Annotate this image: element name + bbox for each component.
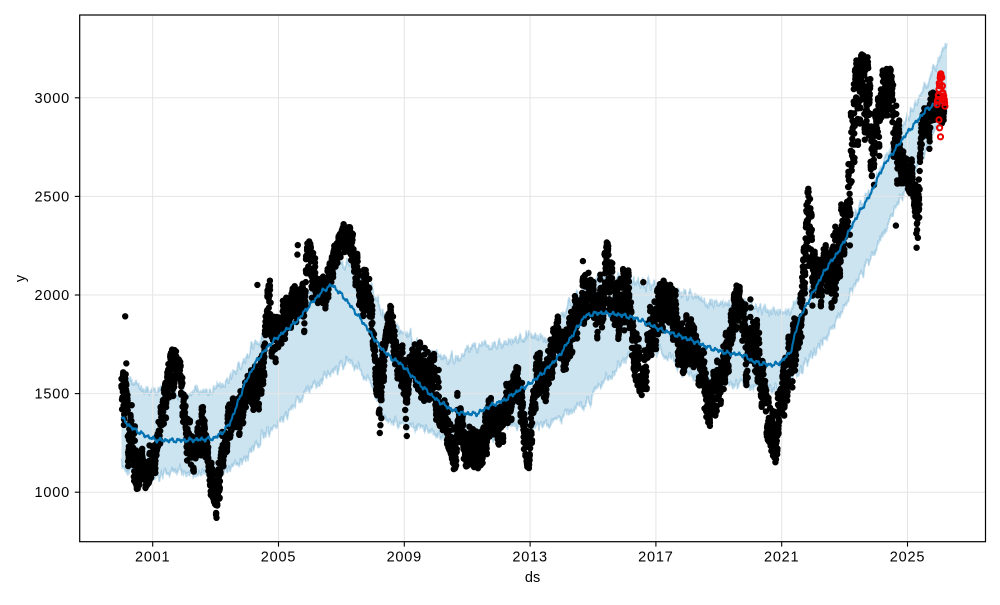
svg-text:1000: 1000 — [35, 485, 70, 501]
svg-text:2013: 2013 — [512, 550, 547, 566]
svg-text:2000: 2000 — [35, 288, 70, 304]
svg-text:2021: 2021 — [764, 550, 799, 566]
svg-text:2500: 2500 — [35, 189, 70, 205]
svg-text:1500: 1500 — [35, 387, 70, 403]
svg-text:3000: 3000 — [35, 91, 70, 107]
svg-text:2025: 2025 — [890, 550, 925, 566]
svg-text:y: y — [13, 274, 29, 282]
svg-text:2001: 2001 — [135, 550, 170, 566]
svg-text:2017: 2017 — [638, 550, 673, 566]
svg-text:2005: 2005 — [261, 550, 296, 566]
svg-text:2009: 2009 — [387, 550, 422, 566]
svg-text:ds: ds — [525, 570, 540, 586]
